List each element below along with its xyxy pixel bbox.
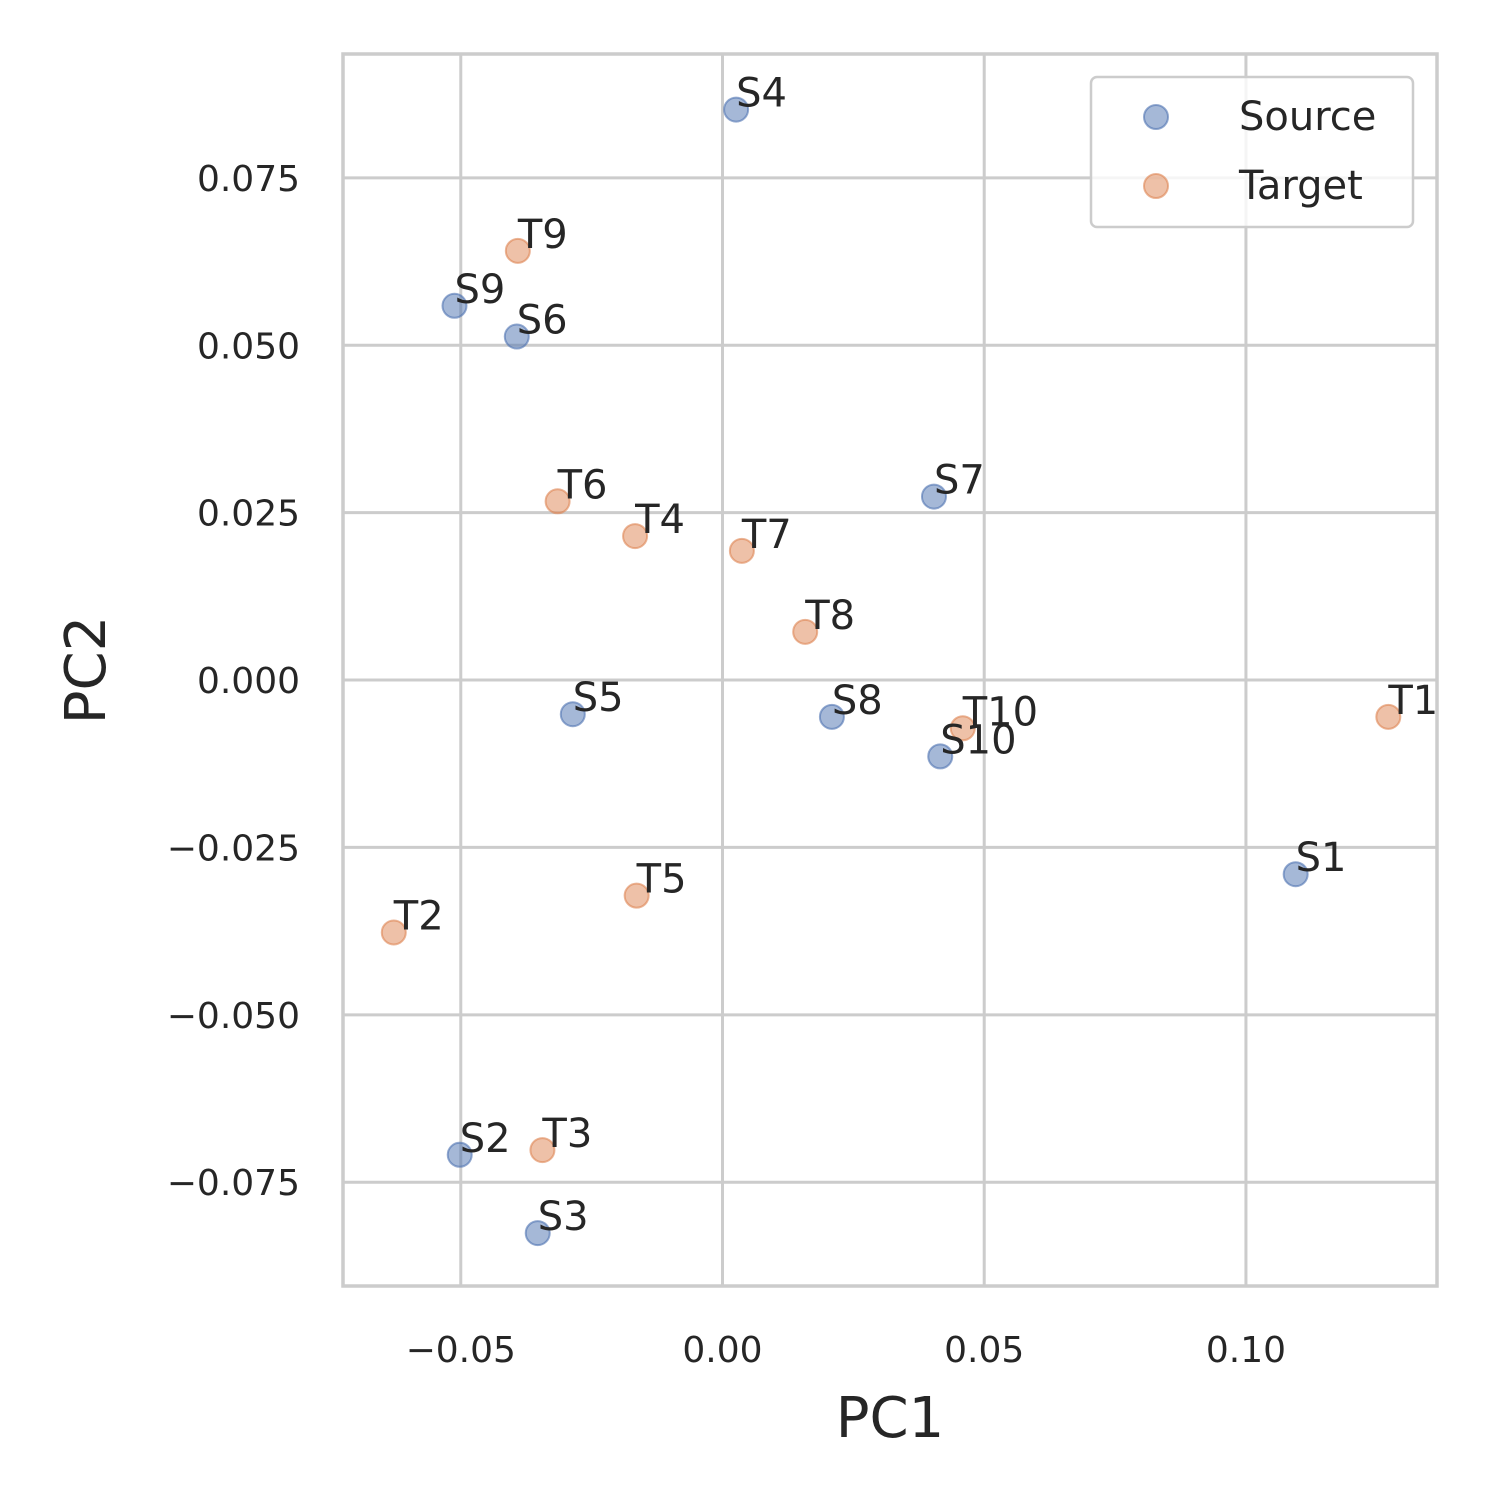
source-point-label-s3: S3 <box>538 1194 589 1240</box>
target-point-t10 <box>949 715 976 742</box>
target-point-t9 <box>504 237 531 264</box>
legend-marker-source <box>1143 104 1169 130</box>
target-point-label-t8: T8 <box>804 593 855 639</box>
y-tick-label: 0.075 <box>197 159 300 200</box>
legend-marker-target <box>1143 173 1169 199</box>
x-axis-label: PC1 <box>836 1386 945 1451</box>
target-point-t2 <box>380 919 407 946</box>
target-point-label-t5: T5 <box>636 857 687 903</box>
target-point-label-t10: T10 <box>962 689 1038 735</box>
source-point-s8 <box>818 703 845 730</box>
x-tick-label: 0.10 <box>1206 1330 1286 1371</box>
source-point-label-s4: S4 <box>736 71 787 117</box>
source-point-s10 <box>927 743 954 770</box>
source-point-s6 <box>503 323 530 350</box>
source-point-label-s7: S7 <box>934 458 985 504</box>
source-point-label-s6: S6 <box>517 298 568 344</box>
target-point-label-t3: T3 <box>541 1111 592 1157</box>
y-tick-label: −0.025 <box>167 828 300 869</box>
y-tick-label: 0.000 <box>197 661 300 702</box>
y-axis-label: PC2 <box>54 616 119 725</box>
target-point-t4 <box>622 523 649 550</box>
source-point-label-s1: S1 <box>1296 835 1347 881</box>
target-point-label-t7: T7 <box>741 512 792 558</box>
x-tick-label: −0.05 <box>406 1330 516 1371</box>
target-point-label-t2: T2 <box>393 893 444 939</box>
source-point-label-s5: S5 <box>573 675 624 721</box>
target-point-t3 <box>529 1137 556 1164</box>
source-point-s1 <box>1282 861 1309 888</box>
source-point-label-s9: S9 <box>454 267 505 313</box>
tick-labels: −0.05 0.00 0.05 0.10 −0.075 −0.050 −0.025 0.000… <box>167 159 1286 1371</box>
point-labels: S1 S2 S3 S4 S5 S6 S7 S8 S9 S10 T1 T2 T3 T4 T5 T6 T7 T8 T9 T… <box>393 71 1438 1241</box>
source-point-label-s8: S8 <box>832 678 883 724</box>
legend-label-source: Source <box>1239 94 1376 140</box>
target-point-label-t6: T6 <box>557 462 608 508</box>
y-tick-label: 0.025 <box>197 494 300 535</box>
y-tick-label: 0.050 <box>197 326 300 367</box>
data-points <box>380 96 1402 1247</box>
legend-box <box>1089 75 1415 229</box>
y-tick-label: −0.050 <box>167 996 300 1037</box>
target-point-label-t9: T9 <box>517 212 568 258</box>
legend-label-target: Target <box>1238 163 1363 209</box>
target-point-t1 <box>1375 703 1402 730</box>
source-point-s2 <box>446 1141 473 1168</box>
source-point-label-s2: S2 <box>460 1116 511 1162</box>
source-point-s3 <box>524 1220 551 1247</box>
source-point-s7 <box>920 483 947 510</box>
target-point-label-t4: T4 <box>634 497 685 543</box>
source-point-s9 <box>441 292 468 319</box>
y-tick-label: −0.075 <box>167 1163 300 1204</box>
legend: Source Target <box>1089 75 1415 229</box>
target-point-t7 <box>728 537 755 564</box>
target-point-t8 <box>792 618 819 645</box>
source-point-s5 <box>559 701 586 728</box>
target-point-t5 <box>623 882 650 909</box>
source-point-label-s10: S10 <box>940 717 1016 763</box>
x-tick-label: 0.00 <box>682 1330 762 1371</box>
x-tick-label: 0.05 <box>944 1330 1024 1371</box>
target-point-label-t1: T1 <box>1387 678 1438 724</box>
source-point-s4 <box>723 96 750 123</box>
plot-frame <box>341 52 1439 1288</box>
target-point-t6 <box>544 488 571 515</box>
